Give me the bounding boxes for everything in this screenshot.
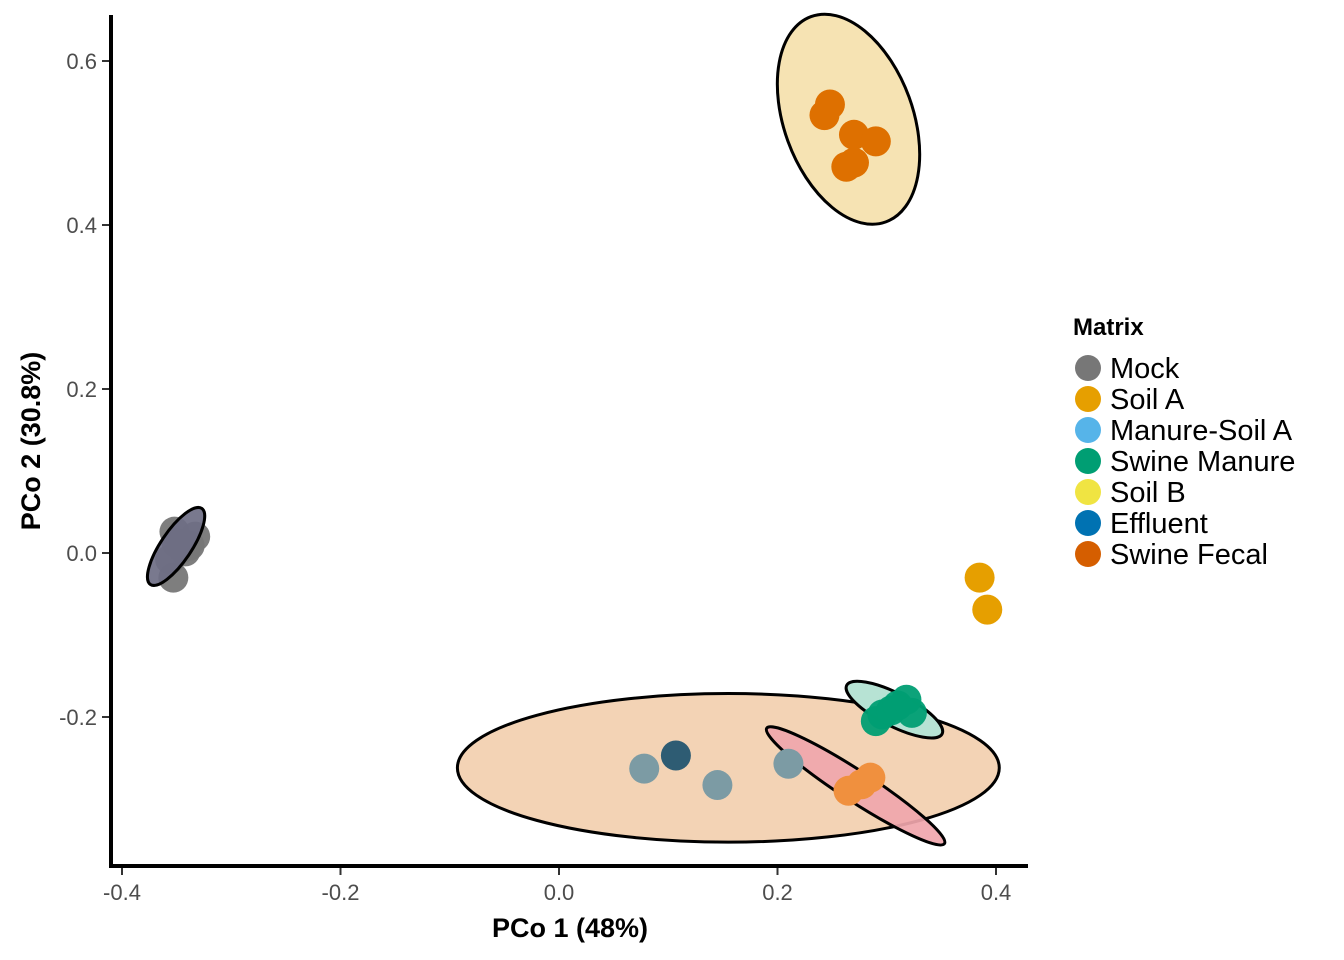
- y-tick-label: 0.0: [66, 541, 97, 566]
- legend-key: [1075, 417, 1101, 443]
- y-axis-title: PCo 2 (30.8%): [16, 352, 46, 531]
- ellipse-mock: [145, 505, 207, 587]
- legend-label: Manure-Soil A: [1110, 415, 1293, 447]
- point-effluent: [629, 753, 660, 784]
- tick-layer: -0.4 -0.2 0.0 0.2 0.4 -0.2 0.0 0.2 0.4 0.6: [59, 49, 1011, 905]
- y-tick-label: -0.2: [59, 705, 97, 730]
- point-swine-fecal: [860, 126, 891, 157]
- point-effluent: [702, 770, 733, 801]
- y-tick-label: 0.2: [66, 377, 97, 402]
- y-tick-label: 0.4: [66, 213, 97, 238]
- point-swine-manure: [896, 697, 927, 728]
- x-tick-label: -0.4: [103, 880, 141, 905]
- x-tick-label: 0.0: [544, 880, 575, 905]
- x-tick-label: 0.2: [762, 880, 793, 905]
- legend-label: Swine Manure: [1110, 446, 1295, 478]
- point-effluent-dark: [660, 740, 691, 771]
- legend-key: [1075, 448, 1101, 474]
- point-layer: [145, 89, 1003, 806]
- ellipse-layer: [455, 12, 1001, 847]
- legend-label: Mock: [1110, 353, 1180, 385]
- point-manure-soil-a: [855, 762, 886, 793]
- legend-label: Soil B: [1110, 477, 1186, 509]
- y-tick-label: 0.6: [66, 49, 97, 74]
- legend-key: [1075, 386, 1101, 412]
- legend-key: [1075, 355, 1101, 381]
- point-soil-a: [972, 594, 1003, 625]
- legend-key: [1075, 479, 1101, 505]
- point-swine-fecal: [831, 151, 862, 182]
- legend-label: Effluent: [1110, 508, 1208, 540]
- point-effluent: [773, 748, 804, 779]
- ellipse-swine-fecal: [775, 12, 922, 226]
- axes-layer: [109, 15, 1028, 868]
- legend-label: Swine Fecal: [1110, 539, 1268, 571]
- legend-key: [1075, 510, 1101, 536]
- x-tick-label: -0.2: [322, 880, 360, 905]
- legend-key: [1075, 541, 1101, 567]
- point-soil-a: [964, 562, 995, 593]
- x-axis-title: PCo 1 (48%): [492, 913, 648, 943]
- legend-label: Soil A: [1110, 384, 1185, 416]
- point-swine-fecal: [809, 100, 840, 131]
- legend-title: Matrix: [1073, 314, 1144, 341]
- x-tick-label: 0.4: [981, 880, 1012, 905]
